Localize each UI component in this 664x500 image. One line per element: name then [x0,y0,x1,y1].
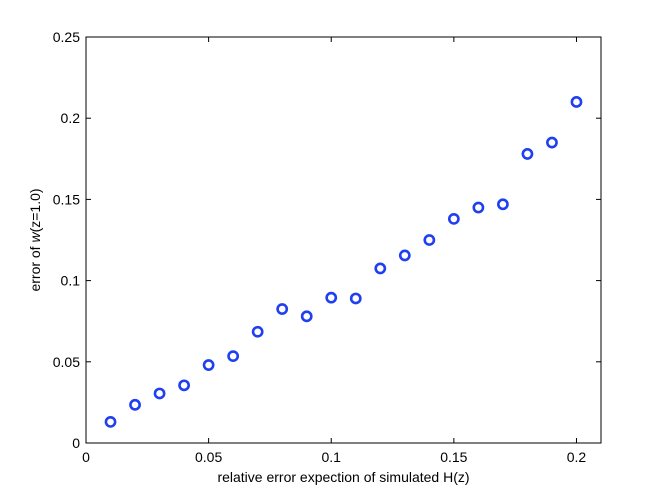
data-point [349,292,362,305]
x-tick-label: 0.15 [440,449,467,465]
y-axis-label-suffix: (z=1.0) [27,188,43,232]
data-point [104,415,117,428]
data-point [178,379,190,392]
x-tick-label: 0.2 [567,449,587,465]
y-axis-label-italic: w [27,232,43,243]
y-tick-label: 0.2 [61,110,81,126]
data-point [570,96,583,108]
y-tick-label: 0.15 [53,191,80,207]
x-axis: 0 0.05 0.1 0.15 0.2 [82,37,586,465]
data-point [129,398,141,411]
data-point [251,325,264,338]
y-axis-label: error of w(z=1.0) [27,188,43,291]
x-tick-label: 0 [82,449,90,465]
data-point [497,198,509,211]
data-point [398,249,411,262]
y-tick-label: 0.1 [61,273,81,289]
data-point [521,148,534,160]
x-tick-label: 0.05 [195,449,222,465]
data-point [202,359,215,371]
y-tick-label: 0.25 [53,29,80,45]
data-point [423,234,436,246]
data-point [447,212,460,225]
plot-area [85,36,602,444]
y-axis: 0 0.05 0.1 0.15 0.2 0.25 [53,29,601,451]
y-tick-label: 0.05 [53,354,80,370]
data-point [227,350,240,363]
x-tick-label: 0.1 [322,449,342,465]
data-point [276,303,289,315]
y-tick-label: 0 [72,435,80,451]
y-axis-label-prefix: error of [27,243,43,292]
x-axis-label: relative error expection of simulated H(… [217,469,469,485]
data-point [300,310,313,323]
data-point [325,291,338,304]
data-point [374,262,387,275]
data-point [546,136,558,149]
data-point [153,387,166,400]
data-point [472,201,485,214]
data-points [104,96,583,428]
